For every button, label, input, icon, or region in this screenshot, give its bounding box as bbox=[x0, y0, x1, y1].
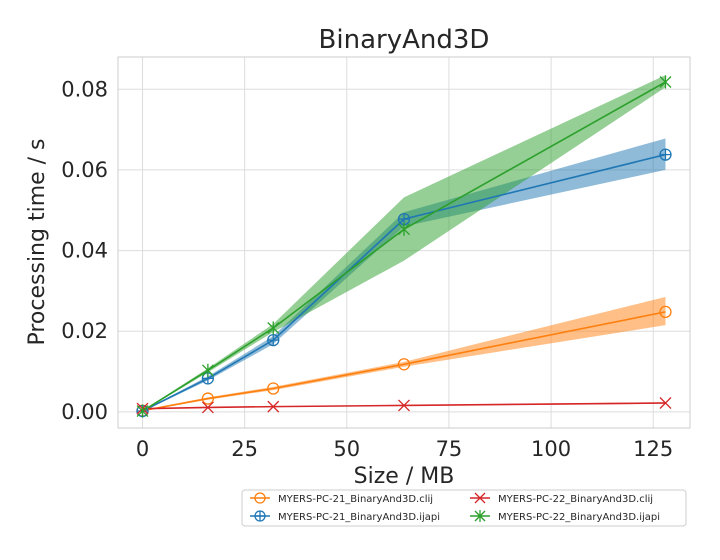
legend: MYERS-PC-21_BinaryAnd3D.clij MYERS-PC-21_… bbox=[241, 489, 687, 527]
data-point bbox=[267, 400, 280, 413]
data-point bbox=[659, 305, 672, 319]
data-point bbox=[201, 392, 215, 405]
x-tick-label: 100 bbox=[531, 437, 571, 461]
marker-circle bbox=[267, 382, 280, 395]
data-point bbox=[267, 321, 280, 335]
data-point bbox=[398, 222, 410, 236]
data-point bbox=[267, 333, 280, 347]
data-point bbox=[201, 363, 214, 377]
x-tick-label: 50 bbox=[333, 437, 360, 461]
marker-x-b bbox=[474, 492, 486, 504]
legend-label: MYERS-PC-22_BinaryAnd3D.ijapi bbox=[498, 512, 660, 523]
y-tick-label: 0.06 bbox=[61, 158, 108, 182]
legend-entry-3: MYERS-PC-22_BinaryAnd3D.clij bbox=[470, 492, 653, 505]
legend-entry-1: MYERS-PC-21_BinaryAnd3D.clij bbox=[250, 492, 433, 505]
marker-x-b bbox=[201, 401, 214, 414]
legend-frame bbox=[241, 489, 687, 527]
legend-label: MYERS-PC-21_BinaryAnd3D.ijapi bbox=[278, 512, 440, 523]
legend-label: MYERS-PC-21_BinaryAnd3D.clij bbox=[278, 494, 433, 505]
x-tick-label: 25 bbox=[231, 437, 258, 461]
y-tick-label: 0.04 bbox=[61, 239, 108, 263]
data-point bbox=[397, 358, 411, 371]
x-tick-label: 75 bbox=[436, 437, 463, 461]
legend-label: MYERS-PC-22_BinaryAnd3D.clij bbox=[498, 494, 653, 505]
legend-entry-4: MYERS-PC-22_BinaryAnd3D.ijapi bbox=[470, 510, 660, 523]
marker-x-b bbox=[398, 399, 410, 412]
marker-circle bbox=[659, 305, 672, 319]
marker-circle bbox=[397, 358, 411, 371]
y-tick-label: 0.08 bbox=[61, 77, 108, 101]
data-point bbox=[136, 404, 149, 418]
x-tick-label: 0 bbox=[136, 437, 149, 461]
plot-area-frame bbox=[117, 56, 691, 429]
data-point bbox=[398, 399, 410, 412]
marker-x-b bbox=[267, 400, 280, 413]
legend-marker bbox=[254, 492, 266, 504]
tick-labels: 0 25 50 75 100 125 0.00 0.02 0.04 0.06 0.08 bbox=[61, 77, 673, 461]
data-point bbox=[267, 382, 280, 395]
y-tick-label: 0.00 bbox=[61, 400, 108, 424]
legend-marker bbox=[254, 510, 266, 522]
y-tick-label: 0.02 bbox=[61, 319, 108, 343]
data-point bbox=[659, 148, 672, 161]
series-markers bbox=[136, 75, 672, 418]
x-tick-label: 125 bbox=[633, 437, 673, 461]
data-point bbox=[659, 397, 672, 409]
legend-marker bbox=[474, 510, 486, 522]
legend-entry-2: MYERS-PC-21_BinaryAnd3D.ijapi bbox=[250, 510, 440, 523]
y-axis-label: Processing time / s bbox=[25, 138, 50, 345]
legend-marker bbox=[474, 492, 486, 504]
data-point bbox=[659, 75, 672, 89]
marker-x-b bbox=[659, 397, 672, 409]
data-point bbox=[201, 401, 214, 414]
x-axis-label: Size / MB bbox=[354, 464, 455, 489]
chart-title: BinaryAnd3D bbox=[319, 25, 490, 55]
marker-circle bbox=[254, 492, 266, 504]
marker-circle bbox=[201, 392, 215, 405]
series-line-1 bbox=[142, 311, 666, 412]
